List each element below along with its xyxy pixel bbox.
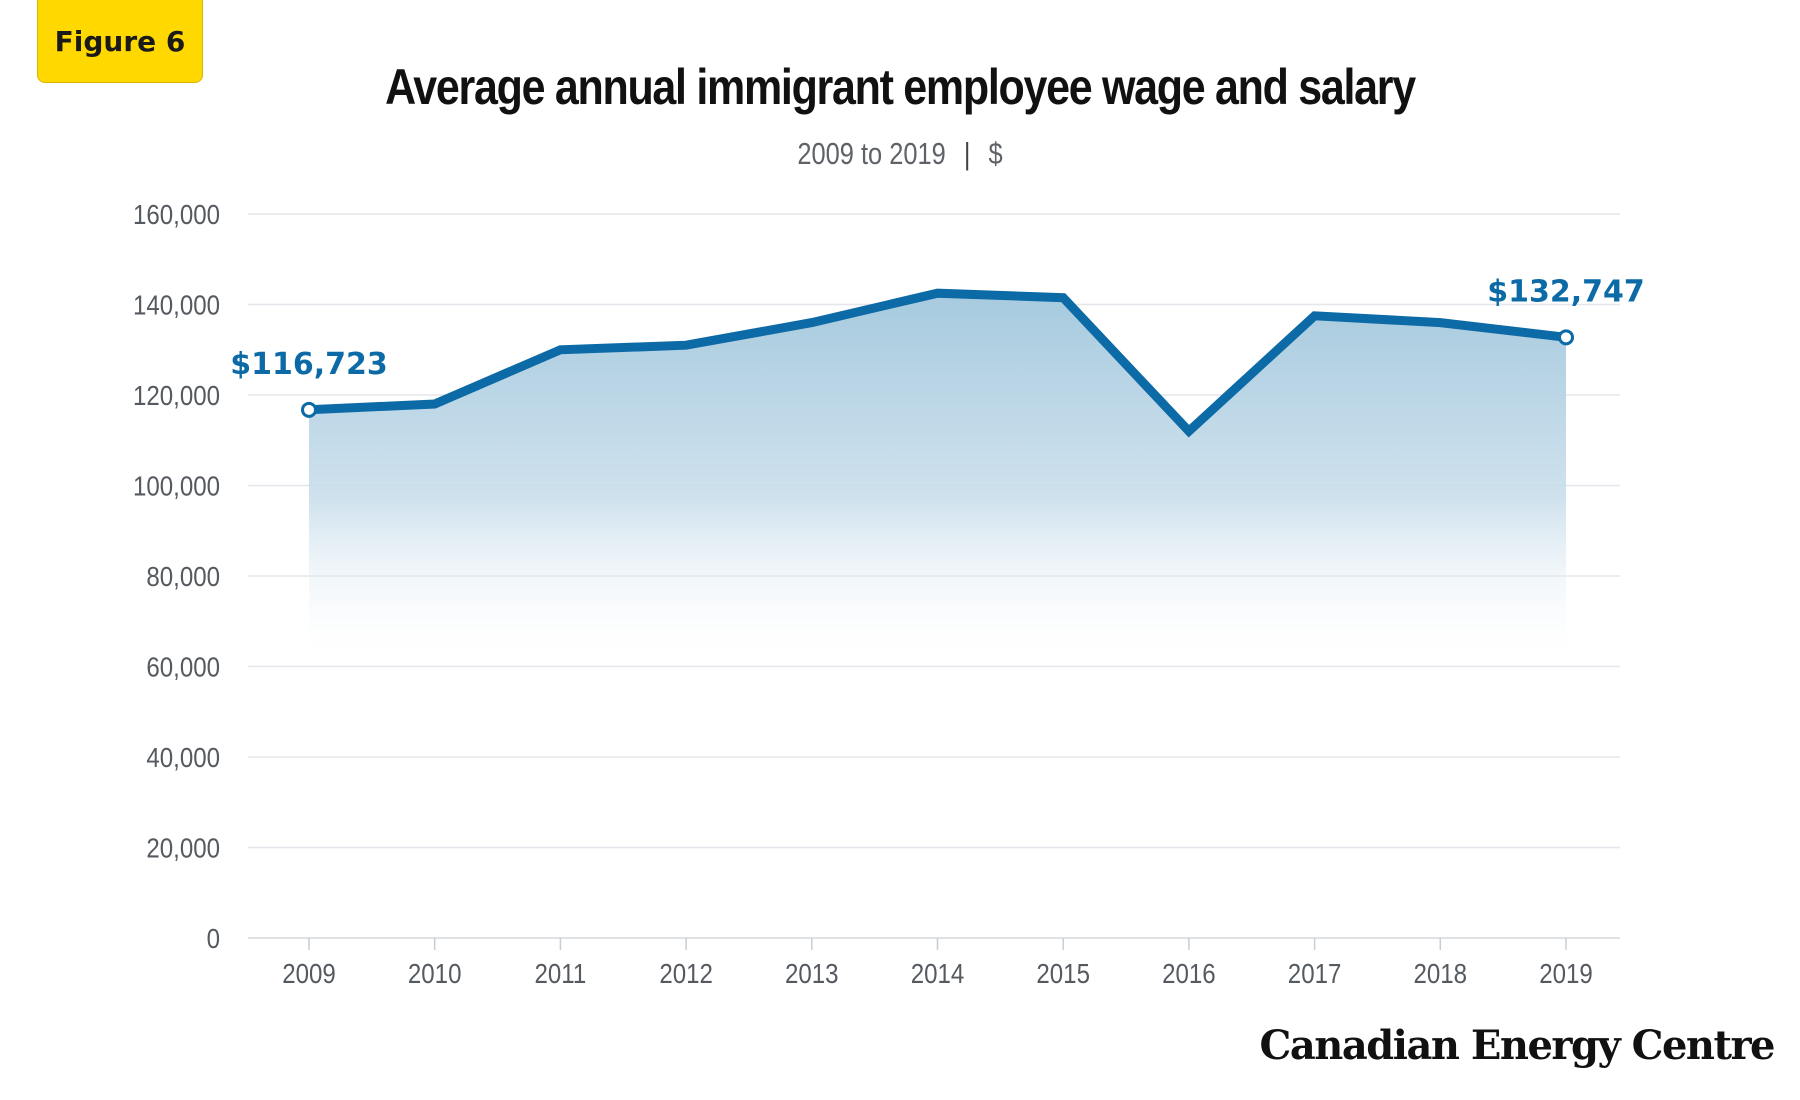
subtitle-range: 2009 to 2019 [797, 136, 946, 171]
y-tick-label: 120,000 [133, 379, 220, 411]
subtitle-separator: | [963, 136, 971, 171]
y-tick-label: 20,000 [146, 832, 220, 864]
x-tick-label: 2013 [785, 957, 839, 989]
x-tick-label: 2017 [1288, 957, 1342, 989]
x-tick-label: 2014 [911, 957, 965, 989]
data-label: $132,747 [1487, 274, 1645, 309]
x-tick-label: 2010 [408, 957, 462, 989]
data-points [301, 329, 1574, 418]
series-line-path [308, 288, 1567, 438]
y-tick-label: 0 [207, 922, 220, 954]
x-tick-label: 2009 [282, 957, 336, 989]
data-point [301, 401, 317, 418]
figure-badge: Figure 6 [37, 0, 203, 83]
y-tick-label: 40,000 [146, 741, 220, 773]
subtitle-unit: $ [988, 136, 1003, 171]
x-tick-label: 2012 [659, 957, 713, 989]
brand-logo: Canadian Energy Centre [1259, 1022, 1776, 1069]
y-tick-label: 140,000 [133, 289, 220, 321]
x-tick-label: 2015 [1036, 957, 1090, 989]
y-tick-label: 80,000 [146, 560, 220, 592]
x-tick-label: 2019 [1539, 957, 1593, 989]
x-tick-label: 2011 [535, 957, 587, 989]
y-tick-label: 160,000 [133, 198, 220, 230]
y-tick-label: 100,000 [133, 470, 220, 502]
x-tick-label: 2016 [1162, 957, 1216, 989]
x-axis-ticks: 2009 2010 2011 2012 2013 2014 2015 2016 2017 2018… [282, 938, 1593, 989]
chart-subtitle: 2009 to 2019 | $ [162, 136, 1638, 172]
series-line [308, 288, 1567, 438]
area-fill [309, 293, 1566, 667]
data-labels: $116,723 $132,747 [230, 274, 1645, 382]
x-tick-label: 2018 [1414, 957, 1468, 989]
series-area [309, 293, 1566, 667]
y-tick-label: 60,000 [146, 651, 220, 683]
chart-title: Average annual immigrant employee wage a… [385, 59, 1416, 115]
y-axis-ticks: 0 20,000 40,000 60,000 80,000 100,000 120,000 1… [133, 198, 220, 954]
data-label: $116,723 [230, 347, 388, 382]
data-point [1558, 329, 1574, 346]
